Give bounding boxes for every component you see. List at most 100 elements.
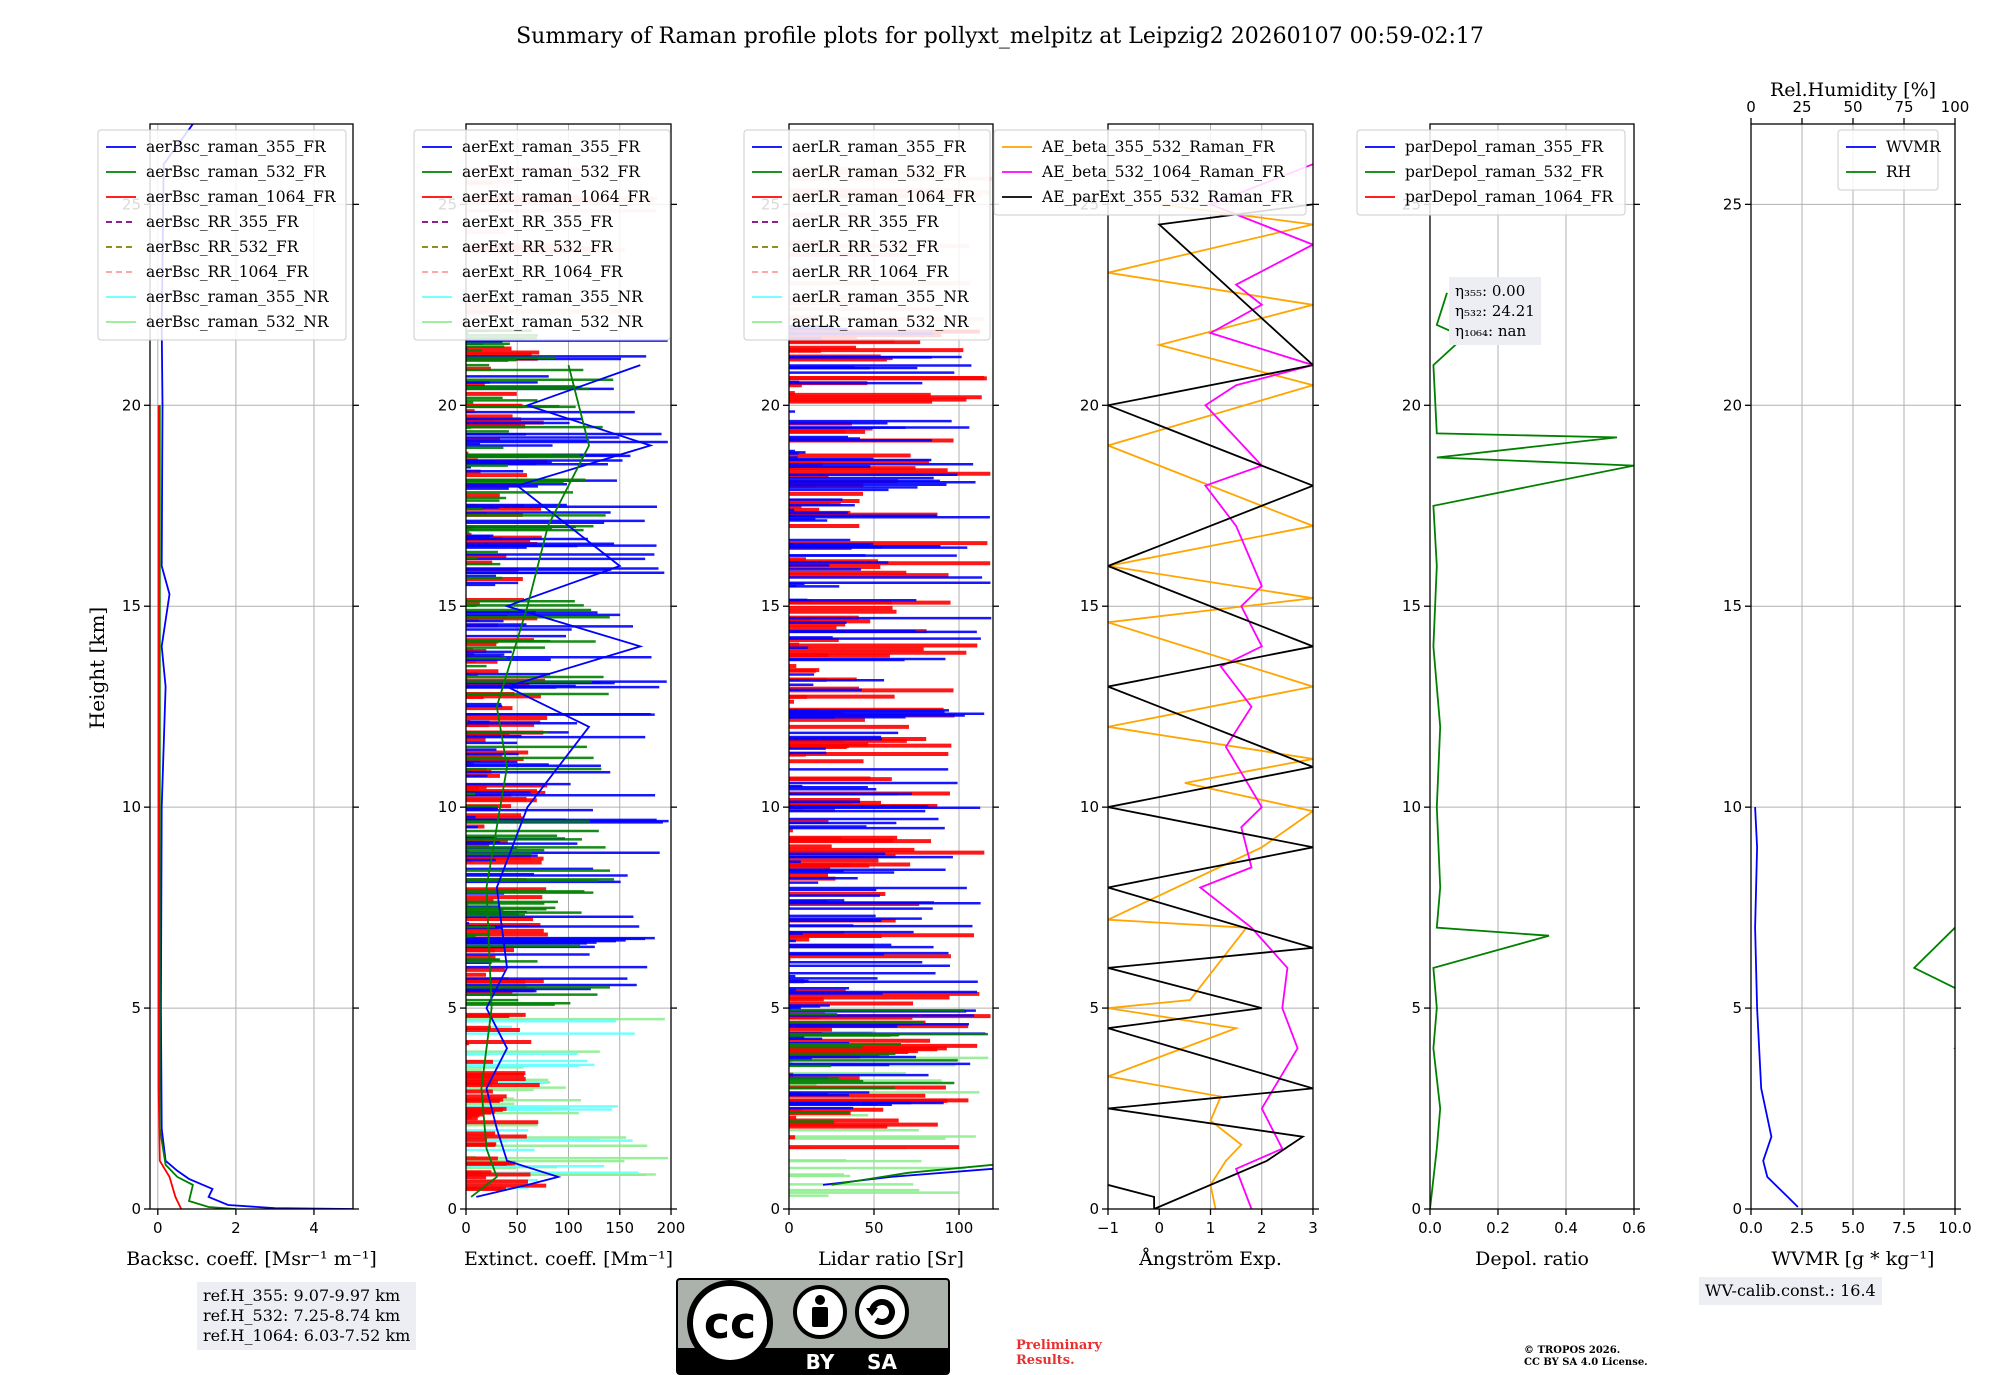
backscatter-frame <box>149 123 354 1210</box>
extinction-ytick-label: 15 <box>438 597 457 615</box>
depol-legend-label: parDepol_raman_1064_FR <box>1405 188 1614 206</box>
depol-xlabel: Depol. ratio <box>1475 1248 1589 1270</box>
lidar_ratio-legend: aerLR_raman_355_FR aerLR_raman_532_FR aerL… <box>743 129 991 341</box>
preliminary-results-note: Preliminary Results. <box>1016 1338 1102 1368</box>
angstrom-ytick-label: 15 <box>1080 597 1099 615</box>
lidar_ratio-noise-blue <box>789 324 992 1110</box>
lidar_ratio-xtick-label: 100 <box>945 1219 974 1237</box>
backscatter-legend-label: aerBsc_RR_1064_FR <box>146 263 310 281</box>
copyright-line-1: © TROPOS 2026. <box>1524 1345 1621 1356</box>
lidar_ratio-legend-label: aerLR_raman_355_FR <box>792 138 967 156</box>
wvmr-ytick-label: 0 <box>1732 1200 1742 1218</box>
backscatter-legend-label: aerBsc_RR_532_FR <box>146 238 300 256</box>
wvmr-legend: WVMR RH <box>1837 129 1942 191</box>
wvmr-xlabel: WVMR [g * kg⁻¹] <box>1772 1248 1935 1270</box>
backscatter-legend-label: aerBsc_raman_532_NR <box>146 313 330 331</box>
wvmr-series-RH <box>1912 926 1955 1050</box>
backscatter-legend-label: aerBsc_raman_1064_FR <box>146 188 337 206</box>
angstrom-legend-label: AE_beta_355_532_Raman_FR <box>1041 138 1276 156</box>
lidar_ratio-legend-label: aerLR_raman_532_NR <box>792 313 970 331</box>
backscatter-ytick-label: 10 <box>122 798 141 816</box>
sa-label: SA <box>867 1350 897 1374</box>
extinction-legend-label: aerExt_RR_532_FR <box>462 238 614 256</box>
backscatter-xtick-label: 2 <box>231 1219 241 1237</box>
wvmr-x2tick-label: 0 <box>1746 98 1756 116</box>
wvmr-ytick-label: 10 <box>1723 798 1742 816</box>
lidar_ratio-ytick-label: 0 <box>770 1200 780 1218</box>
extinction-series-aerExt_raman_355_FR <box>476 364 654 1198</box>
depol-xtick-label: 0.0 <box>1418 1219 1442 1237</box>
lidar_ratio-ytick-label: 10 <box>761 798 780 816</box>
angstrom-xtick-label: 2 <box>1257 1219 1267 1237</box>
depol-frame <box>1429 123 1635 1210</box>
wvmr-xtick-label: 10.0 <box>1938 1219 1971 1237</box>
depol-legend: parDepol_raman_355_FR parDepol_raman_532_… <box>1356 129 1626 216</box>
angstrom-legend: AE_beta_355_532_Raman_FR AE_beta_532_1064… <box>993 129 1307 216</box>
wvmr-xtick-label: 7.5 <box>1892 1219 1916 1237</box>
lidar_ratio-legend-label: aerLR_raman_1064_FR <box>792 188 977 206</box>
extinction-xtick-label: 200 <box>657 1219 686 1237</box>
depol-xtick-label: 0.2 <box>1486 1219 1510 1237</box>
lidar_ratio-noise-green <box>789 1009 988 1123</box>
extinction-legend-label: aerExt_RR_1064_FR <box>462 263 624 281</box>
depol-ytick-label: 5 <box>1411 999 1421 1017</box>
eta-1064: η₁₀₆₄: nan <box>1455 322 1527 340</box>
lidar_ratio-series-aerLR_raman_532_FR <box>831 1163 993 1186</box>
extinction-ytick-label: 20 <box>438 396 457 414</box>
angstrom-ytick-label: 10 <box>1080 798 1099 816</box>
wvmr-x2label: Rel.Humidity [%] <box>1770 79 1936 101</box>
ref-height-355: ref.H_355: 9.07-9.97 km <box>203 1286 401 1305</box>
lidar_ratio-legend-label: aerLR_RR_532_FR <box>792 238 940 256</box>
panel-backscatter: 0510152025024Backsc. coeff. [Msr⁻¹ m⁻¹]a… <box>97 123 377 1270</box>
wvmr-ytick-label: 5 <box>1732 999 1742 1017</box>
share-alike-icon <box>855 1285 909 1339</box>
ref-height-532: ref.H_532: 7.25-8.74 km <box>203 1306 401 1325</box>
angstrom-series-AE_beta_355_532_Raman_FR <box>1108 203 1313 1209</box>
backscatter-legend-label: aerBsc_raman_532_FR <box>146 163 327 181</box>
backscatter-legend-label: aerBsc_raman_355_NR <box>146 288 330 306</box>
backscatter-ytick-label: 15 <box>122 597 141 615</box>
eta-532: η₅₃₂: 24.21 <box>1455 302 1535 320</box>
angstrom-series-AE_parExt_355_532_Raman_FR <box>1108 203 1313 1209</box>
angstrom-xlabel: Ångström Exp. <box>1138 1248 1282 1270</box>
angstrom-xtick-label: 0 <box>1154 1219 1164 1237</box>
backscatter-legend: aerBsc_raman_355_FR aerBsc_raman_532_FRae… <box>97 129 347 341</box>
backscatter-series-aerBsc_raman_532_FR <box>158 405 236 1209</box>
depol-xtick-label: 0.6 <box>1622 1219 1646 1237</box>
extinction-xtick-label: 150 <box>605 1219 634 1237</box>
by-label: BY <box>806 1350 835 1374</box>
wvmr-legend-label: RH <box>1886 163 1911 181</box>
angstrom-xtick-label: 3 <box>1308 1219 1318 1237</box>
ref-height-1064: ref.H_1064: 6.03-7.52 km <box>203 1326 411 1345</box>
wvmr-ytick-label: 25 <box>1723 195 1742 213</box>
angstrom-ytick-label: 20 <box>1080 396 1099 414</box>
angstrom-xtick-label: −1 <box>1097 1219 1119 1237</box>
lidar_ratio-xtick-label: 50 <box>864 1219 883 1237</box>
extinction-series-aerExt_raman_532_FR <box>470 364 590 1198</box>
backscatter-legend-label: aerBsc_RR_355_FR <box>146 213 300 231</box>
lidar_ratio-legend-label: aerLR_raman_355_NR <box>792 288 970 306</box>
extinction-noise-lightgreen <box>466 1014 669 1176</box>
backscatter-legend-label: aerBsc_raman_355_FR <box>146 138 327 156</box>
angstrom-ytick-label: 5 <box>1089 999 1099 1017</box>
extinction-legend: aerExt_raman_355_FR aerExt_raman_532_FRae… <box>413 129 671 341</box>
wvmr-xtick-label: 2.5 <box>1790 1219 1814 1237</box>
eta-box: η₃₅₅: 0.00 η₅₃₂: 24.21 η₁₀₆₄: nan <box>1449 277 1541 345</box>
depol-legend-label: parDepol_raman_355_FR <box>1405 138 1605 156</box>
extinction-ytick-label: 5 <box>447 999 457 1017</box>
copyright-line-2: CC BY SA 4.0 License. <box>1524 1357 1648 1368</box>
angstrom-legend-label: AE_beta_532_1064_Raman_FR <box>1041 163 1286 181</box>
wvmr-legend-label: WVMR <box>1886 138 1942 156</box>
wvmr-ytick-label: 15 <box>1723 597 1742 615</box>
panel-lidar_ratio: 0510152025050100Lidar ratio [Sr]aerLR_ra… <box>743 123 999 1270</box>
extinction-ytick-label: 0 <box>447 1200 457 1218</box>
extinction-plot-area <box>466 124 671 1209</box>
angstrom-xtick-label: 1 <box>1206 1219 1216 1237</box>
angstrom-ytick-label: 0 <box>1089 1200 1099 1218</box>
lidar_ratio-ytick-label: 15 <box>761 597 780 615</box>
preliminary-line-1: Preliminary <box>1016 1338 1102 1353</box>
backscatter-xtick-label: 0 <box>153 1219 163 1237</box>
